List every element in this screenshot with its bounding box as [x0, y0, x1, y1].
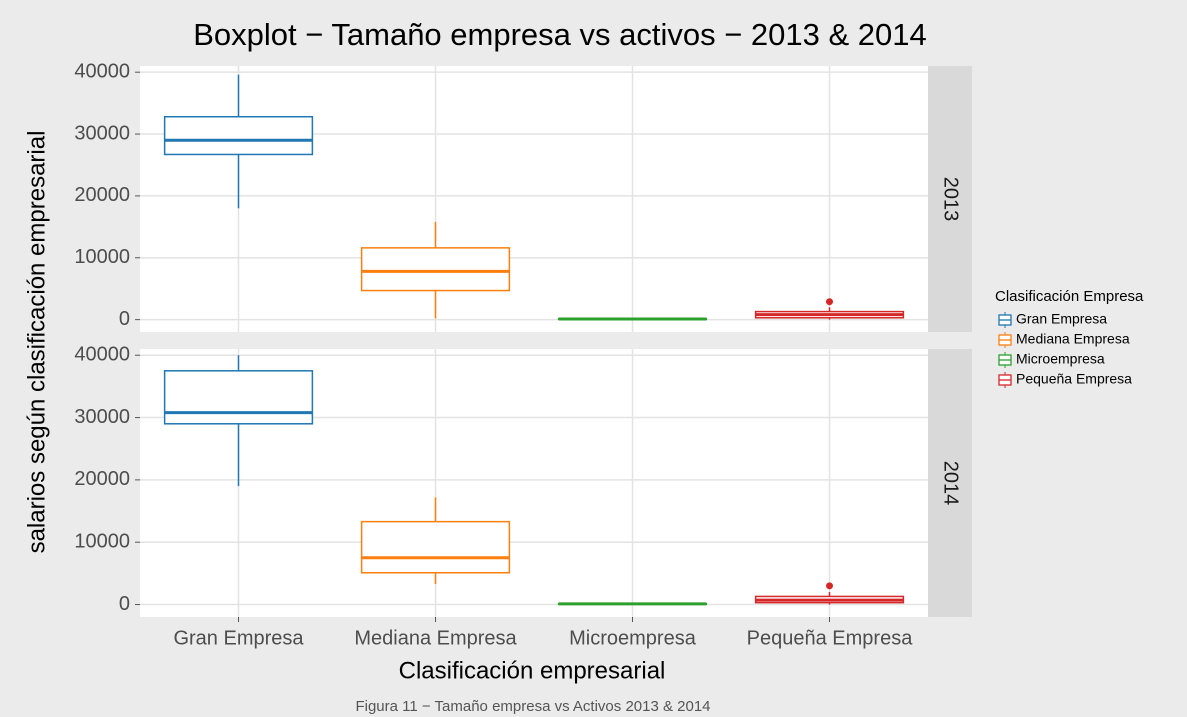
y-tick-label: 40000: [74, 60, 130, 82]
box: [163, 370, 314, 425]
y-tick-label: 0: [119, 593, 130, 615]
y-tick-label: 30000: [74, 406, 130, 428]
box: [163, 115, 314, 156]
legend-title: Clasificación Empresa: [995, 288, 1144, 305]
y-tick-label: 10000: [74, 530, 130, 552]
x-tick-label: Microempresa: [569, 627, 697, 649]
box: [360, 247, 511, 292]
y-axis-label: salarios según clasificación empresarial: [23, 131, 50, 554]
y-tick-label: 40000: [74, 344, 130, 366]
y-tick-label: 10000: [74, 246, 130, 268]
x-axis-label: Clasificación empresarial: [399, 657, 666, 684]
strip-label: 2013: [940, 177, 962, 222]
x-tick-label: Gran Empresa: [173, 627, 304, 649]
outlier: [826, 298, 833, 306]
legend-label: Microempresa: [1016, 351, 1105, 367]
strip-label: 2014: [940, 461, 962, 506]
caption: Figura 11 − Tamaño empresa vs Activos 20…: [355, 698, 710, 715]
y-tick-label: 20000: [74, 468, 130, 490]
box: [360, 520, 511, 574]
legend-label: Pequeña Empresa: [1016, 371, 1132, 387]
strip: [928, 66, 972, 332]
strip: [928, 349, 972, 617]
legend-label: Gran Empresa: [1016, 311, 1107, 327]
y-tick-label: 30000: [74, 122, 130, 144]
x-tick-label: Mediana Empresa: [354, 627, 517, 649]
legend-label: Mediana Empresa: [1016, 331, 1130, 347]
x-tick-label: Pequeña Empresa: [747, 627, 914, 649]
y-tick-label: 0: [119, 308, 130, 330]
panel: [140, 66, 928, 332]
outlier: [826, 582, 833, 590]
y-tick-label: 20000: [74, 184, 130, 206]
chart-title: Boxplot − Tamaño empresa vs activos − 20…: [193, 17, 927, 52]
